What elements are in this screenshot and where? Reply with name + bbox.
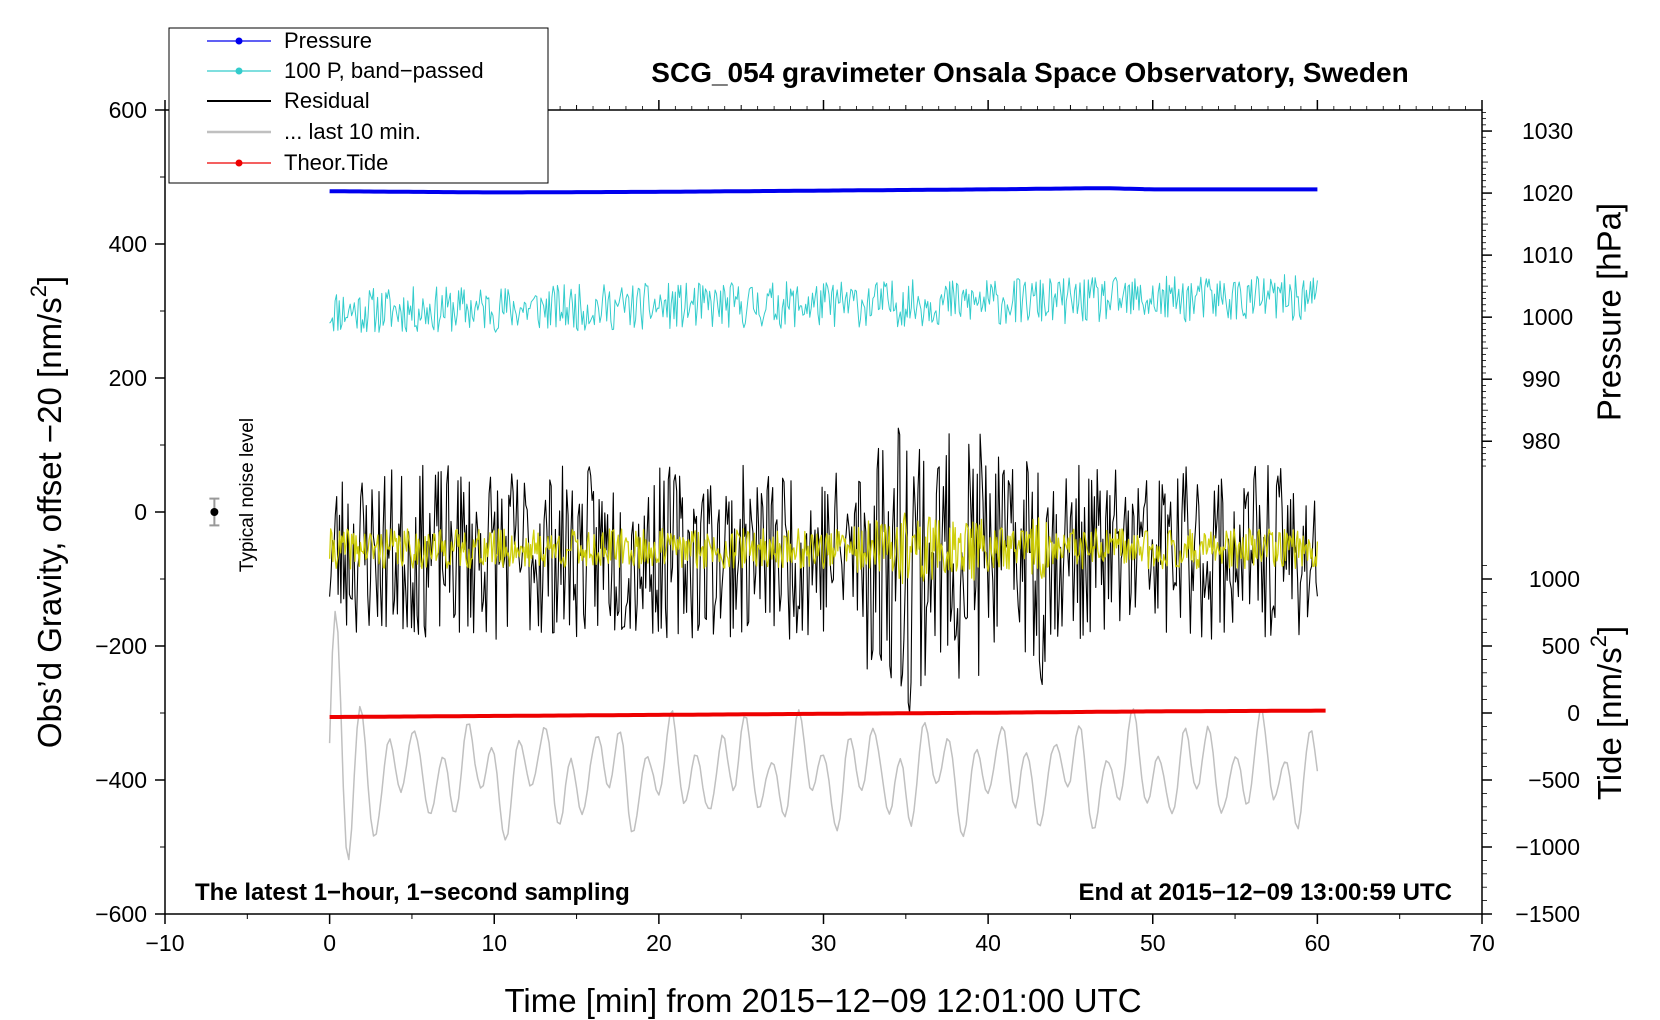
pressure-tick-label: 1030 <box>1522 118 1573 144</box>
pressure-tick-label: 1000 <box>1522 304 1573 330</box>
y-tick-label: −600 <box>95 901 147 927</box>
tide-tick-label: 500 <box>1542 633 1580 659</box>
x-tick-label: 40 <box>975 930 1001 956</box>
legend-marker-band-passed <box>235 67 243 75</box>
pressure-tick-label: 1010 <box>1522 242 1573 268</box>
noise-label: Typical noise level <box>237 418 258 572</box>
legend-marker-theor-tide <box>235 159 243 167</box>
series-residual-filtered <box>328 512 1319 585</box>
legend-entry-theor-tide: Theor.Tide <box>207 150 388 175</box>
series-theor-tide <box>329 708 1326 719</box>
noise-marker <box>209 497 220 527</box>
legend-marker-pressure <box>235 37 243 45</box>
svg-text:Pressure: Pressure <box>284 28 372 53</box>
tide-axis-label: Tide [nm/s2] <box>1586 626 1628 800</box>
tick-layer <box>155 100 1492 924</box>
tide-tick-label: −1500 <box>1515 901 1580 927</box>
svg-text:100 P, band−passed: 100 P, band−passed <box>284 58 484 83</box>
y-tick-label: −200 <box>95 633 147 659</box>
y-axis-label: Obs’d Gravity, offset −20 [nm/s2] <box>26 276 68 748</box>
legend: Pressure 100 P, band−passed Residual ...… <box>168 27 549 184</box>
legend-entry-pressure: Pressure <box>207 28 372 53</box>
x-tick-label: −10 <box>145 930 184 956</box>
x-tick-label: 70 <box>1469 930 1495 956</box>
svg-text:Theor.Tide: Theor.Tide <box>284 150 388 175</box>
tide-tick-label: −1000 <box>1515 834 1580 860</box>
x-tick-label: 0 <box>323 930 336 956</box>
series-layer <box>328 186 1326 861</box>
y-tick-label: 400 <box>109 231 147 257</box>
y-tick-label: 200 <box>109 365 147 391</box>
pressure-axis-label: Pressure [hPa] <box>1591 203 1628 421</box>
tide-tick-label: 0 <box>1567 700 1580 726</box>
series-last-10-min <box>328 610 1319 861</box>
y-tick-label: 0 <box>134 499 147 525</box>
series-band-passed <box>329 274 1318 333</box>
annotation-bottom-left: The latest 1−hour, 1−second sampling <box>195 879 630 906</box>
pressure-tick-label: 980 <box>1522 428 1560 454</box>
tide-tick-label: −500 <box>1528 767 1580 793</box>
y-tick-label: 600 <box>109 97 147 123</box>
legend-entry-residual: Residual <box>207 88 370 113</box>
svg-text:Residual: Residual <box>284 88 370 113</box>
legend-box <box>168 27 549 184</box>
x-tick-label: 10 <box>481 930 507 956</box>
pressure-tick-label: 1020 <box>1522 180 1573 206</box>
annotation-bottom-right: End at 2015−12−09 13:00:59 UTC <box>1078 879 1452 906</box>
x-tick-label: 60 <box>1305 930 1331 956</box>
x-tick-label: 20 <box>646 930 672 956</box>
tide-tick-label: 1000 <box>1529 566 1580 592</box>
pressure-tick-label: 990 <box>1522 366 1560 392</box>
chart-title: SCG_054 gravimeter Onsala Space Observat… <box>651 57 1408 88</box>
series-pressure <box>329 186 1318 195</box>
x-tick-label: 30 <box>811 930 837 956</box>
noise-point <box>210 508 219 516</box>
legend-entry-last-10-min: ... last 10 min. <box>207 119 421 144</box>
svg-text:... last 10 min.: ... last 10 min. <box>284 119 421 144</box>
y-tick-label: −400 <box>95 767 147 793</box>
x-tick-label: 50 <box>1140 930 1166 956</box>
legend-entry-band-passed: 100 P, band−passed <box>207 58 484 83</box>
tick-label-layer: −10 0 10 20 30 40 50 60 706004002000−200−400−600… <box>95 97 1580 956</box>
x-axis-label: Time [min] from 2015−12−09 12:01:00 UTC <box>504 982 1141 1019</box>
